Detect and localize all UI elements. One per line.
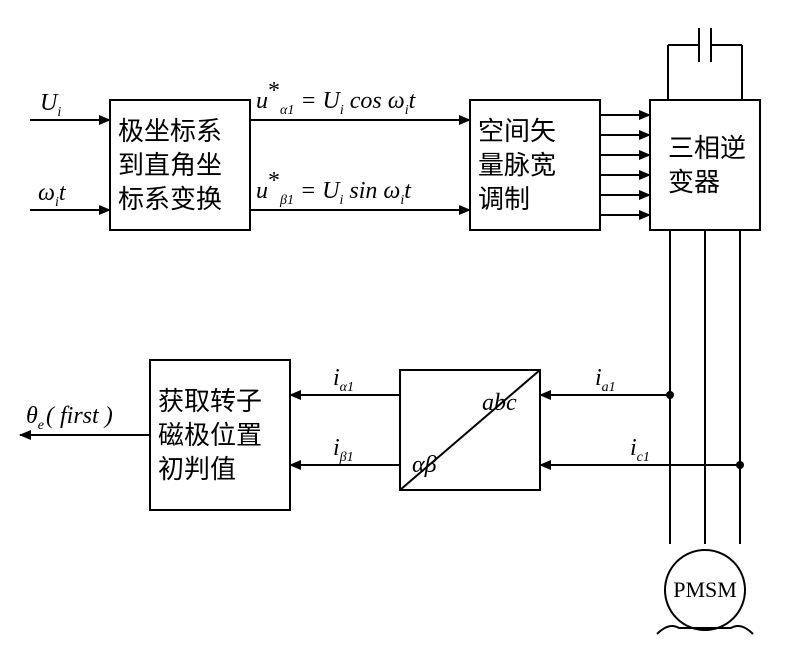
i-beta-label: iβ1 [333,435,354,465]
u-beta-label: u*β1 = Ui sin ωit [256,168,412,208]
ic-label: ic1 [630,435,650,465]
inverter-label-1: 三相逆 [668,134,746,163]
polar-label-2: 到直角坐 [118,151,222,180]
wit-input-label: ωit [38,180,67,210]
u-alpha-label: u*α1 = Ui cos ωit [256,78,417,118]
phase-lines [670,230,740,544]
polar-label-1: 极坐标系 [118,117,222,146]
abc-label: abc [482,390,517,416]
ia-label: ia1 [595,365,616,395]
i-alpha-label: iα1 [333,365,354,395]
pwm-arrows [600,115,650,215]
svpwm-label-3: 调制 [478,185,530,214]
rotor-label-1: 获取转子 [158,387,262,416]
rotor-label-2: 磁极位置 [158,421,262,450]
ui-input-label: Ui [40,90,61,120]
rotor-label-3: 初判值 [158,455,236,484]
svpwm-label-2: 量脉宽 [478,151,556,180]
alphabeta-label: αβ [412,452,437,478]
polar-label-3: 标系变换 [118,185,222,214]
svpwm-label-1: 空间矢 [478,117,556,146]
dc-link-capacitor-icon [668,28,742,100]
theta-output-label: θe( first ) [26,403,113,433]
inverter-block [650,100,760,230]
inverter-label-2: 变器 [668,168,720,197]
pmsm-label: PMSM [673,577,737,602]
